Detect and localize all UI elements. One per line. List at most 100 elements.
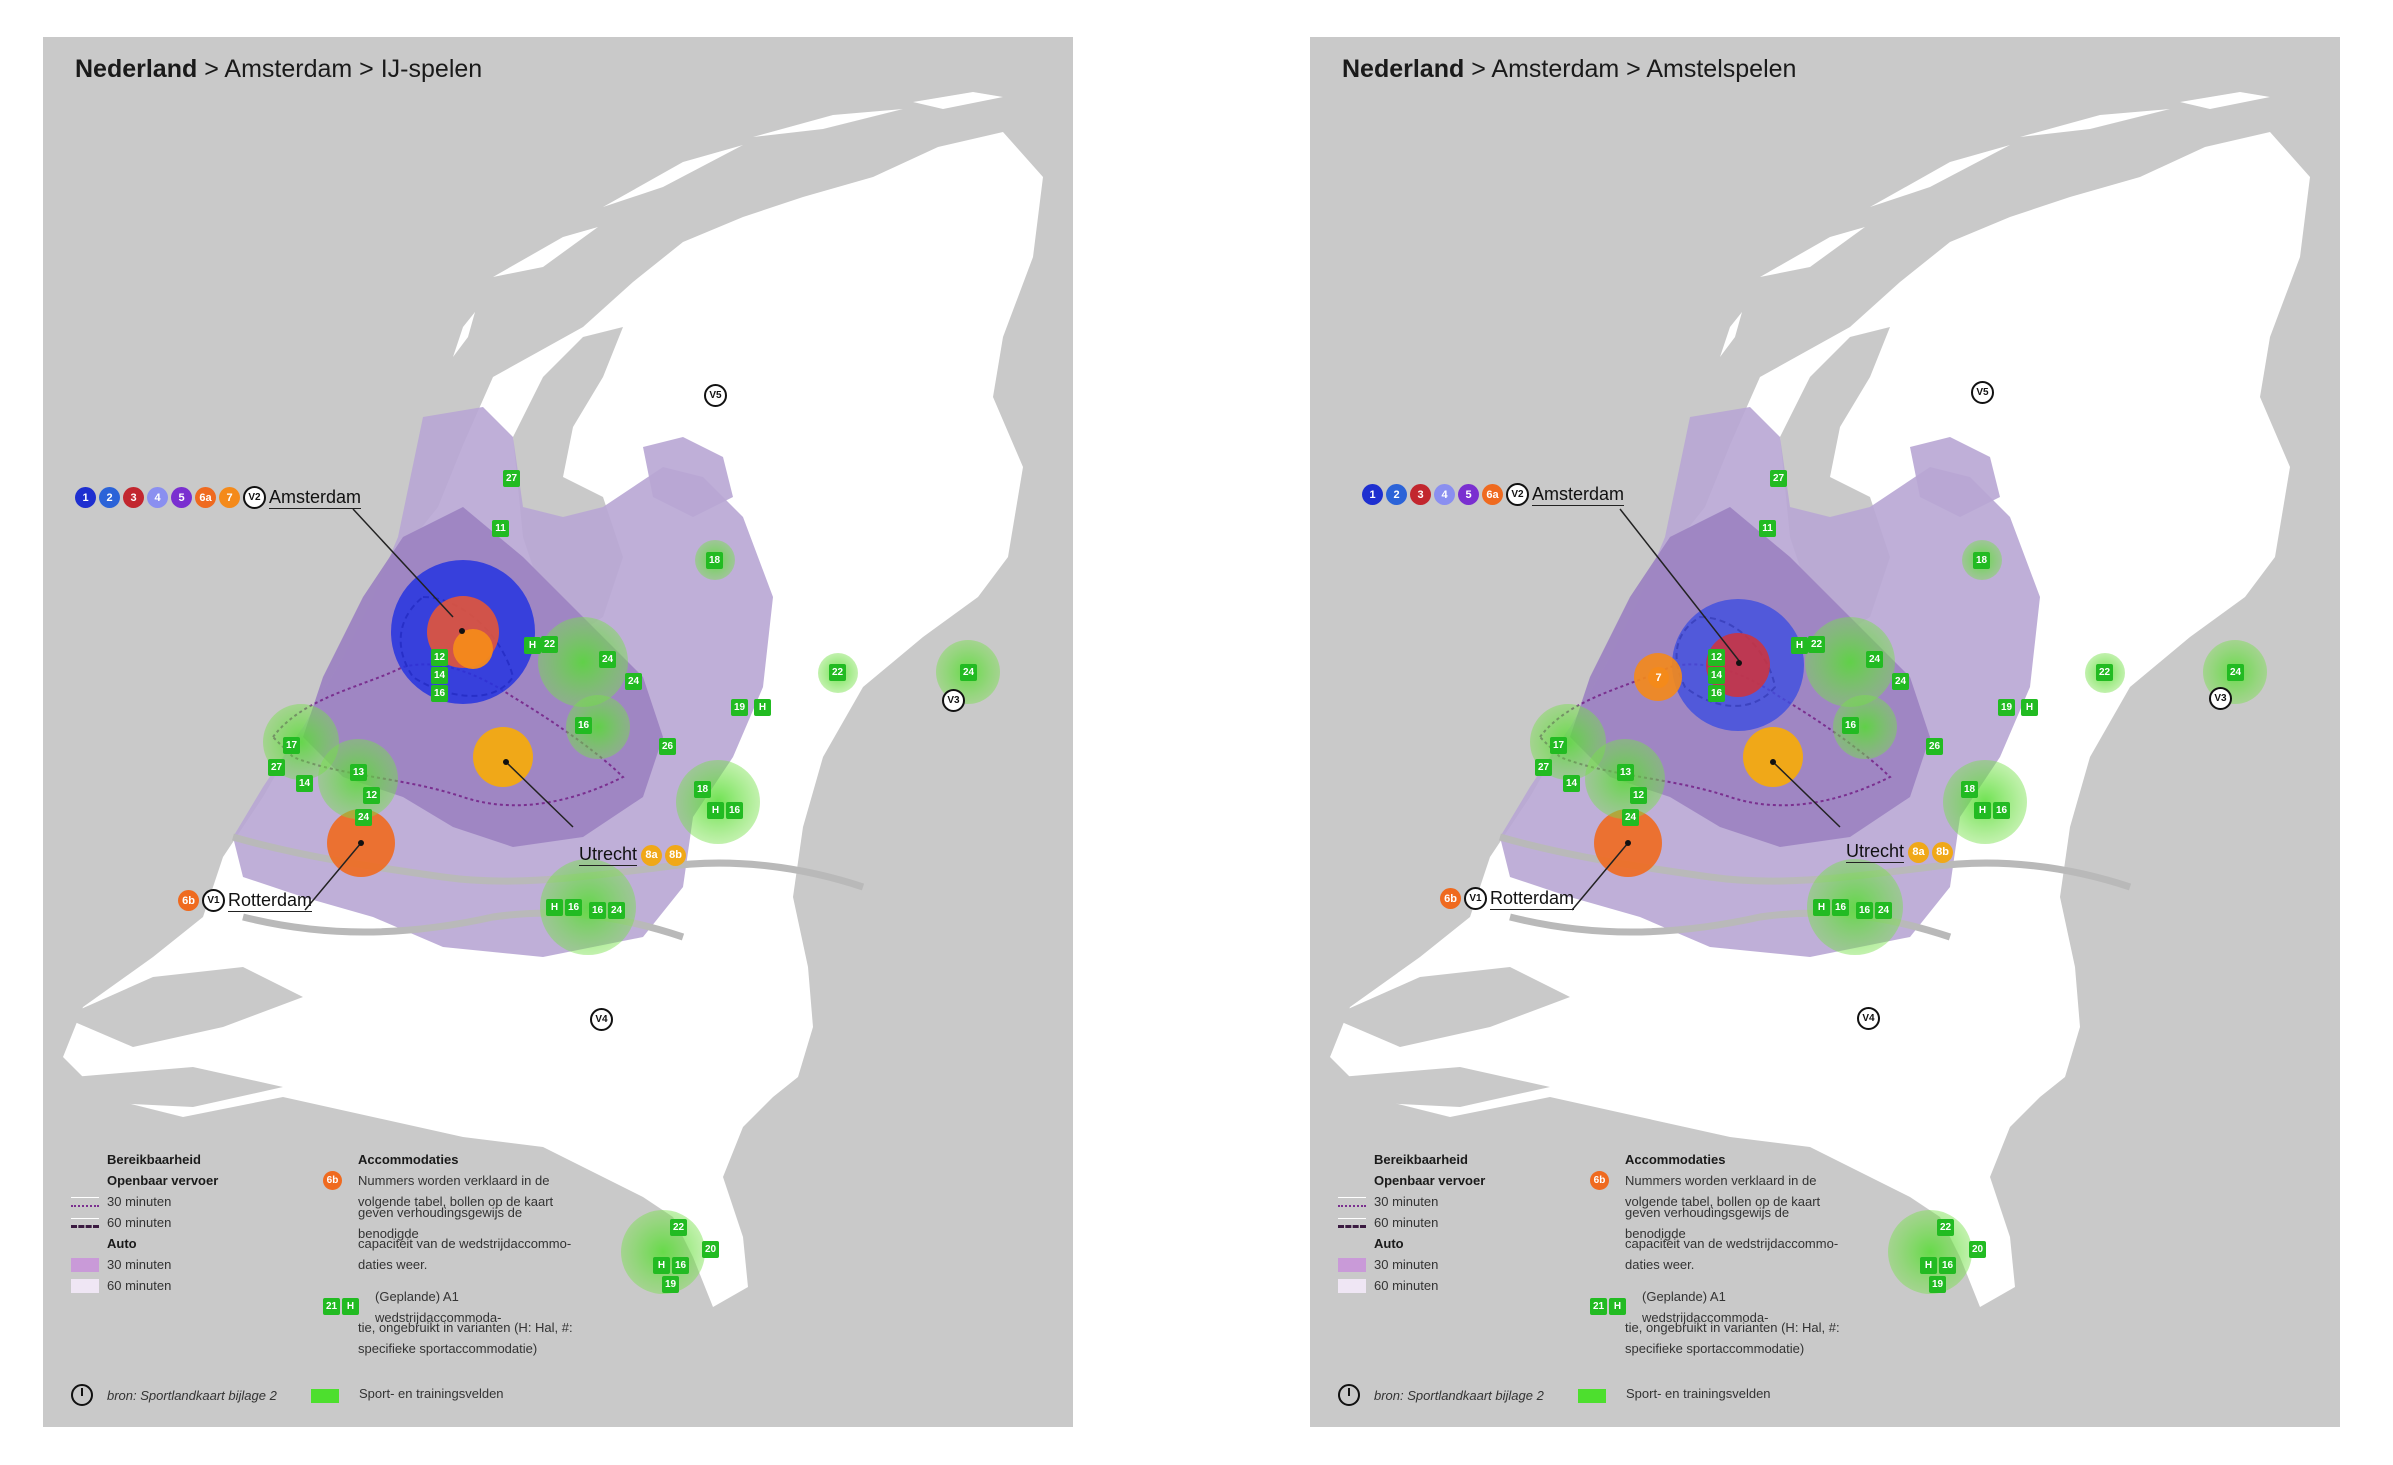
venue-badge: 22: [541, 636, 558, 653]
legend-auto30-label: 30 minuten: [107, 1257, 172, 1272]
venue-badge: 19: [662, 1276, 679, 1293]
venue-badge: 11: [1759, 520, 1776, 537]
venue-badge: 24: [355, 809, 372, 826]
venue-badge: H: [754, 699, 771, 716]
accommodation-dot: 6a: [1482, 484, 1503, 505]
venue-badge: 14: [296, 775, 313, 792]
venue-badge: 12: [1708, 649, 1725, 666]
legend-ov60-label: 60 minuten: [107, 1215, 172, 1230]
legend-acc-text: Nummers worden verklaard in de: [358, 1173, 550, 1188]
wadden-island: [493, 227, 598, 277]
legend-fields: Sport- en trainingsvelden: [359, 1386, 504, 1401]
venue-badge: 20: [1969, 1241, 1986, 1258]
venue-badge: 12: [363, 787, 380, 804]
legend-a1-text: specifieke sportaccommodatie): [1625, 1341, 1805, 1356]
legend-acc-text: capaciteit van de wedstrijdaccommo-: [1625, 1236, 1839, 1251]
marker-rotterdam: 6b V1 Rotterdam: [1440, 887, 1575, 910]
venue-badge: 19: [1998, 699, 2015, 716]
capacity-circle-amsterdam-core: [453, 629, 493, 669]
legend-fields-label: Sport- en trainingsvelden: [359, 1386, 504, 1401]
venue-badge: 24: [608, 902, 625, 919]
reach-60-min: [643, 437, 733, 517]
legend-acc-text: Nummers worden verklaard in de: [1625, 1173, 1817, 1188]
venue-badge: 16: [1993, 802, 2010, 819]
city-label-rotterdam: Rotterdam: [228, 889, 313, 912]
legend-auto60-label: 60 minuten: [107, 1278, 172, 1293]
accommodation-dot: 6a: [195, 487, 216, 508]
venue-halo: [540, 859, 636, 955]
breadcrumb-city: Amsterdam: [1491, 55, 1620, 83]
source-icon: [71, 1384, 93, 1406]
legend-a1-badge: 21: [323, 1298, 340, 1315]
accommodation-dot: 5: [171, 487, 192, 508]
reach-60-min: [1910, 437, 2000, 517]
accommodation-dot: 2: [99, 487, 120, 508]
breadcrumb-separator: >: [204, 55, 219, 83]
v5-label: V5: [1971, 381, 1994, 404]
venue-badge: H: [653, 1257, 670, 1274]
venue-badge: 16: [1856, 902, 1873, 919]
venue-badge: 22: [829, 664, 846, 681]
legend-acc-text: geven verhoudingsgewijs de benodigde: [358, 1204, 523, 1241]
accommodation-dot: 8b: [665, 844, 687, 866]
marker-rotterdam: 6b V1 Rotterdam: [178, 889, 313, 912]
map-panel-ij-spelen: Nederland > Amsterdam > IJ-spelen 1 2 3 …: [43, 37, 1073, 1427]
venue-marker-v4: V4: [1857, 1007, 1880, 1030]
venue-marker-v3: V3: [942, 689, 965, 712]
venue-badge: 22: [1937, 1219, 1954, 1236]
city-label-amsterdam: Amsterdam: [269, 486, 362, 509]
legend-acc-title: Accommodaties: [1625, 1152, 1726, 1167]
legend-auto30-label: 30 minuten: [1374, 1257, 1439, 1272]
accommodation-dot: 3: [1410, 484, 1431, 505]
leader-line: [505, 761, 574, 828]
legend-a1-badge-h: H: [342, 1298, 359, 1315]
legend-ov60-label: 60 minuten: [1374, 1215, 1439, 1230]
venue-badge: 27: [268, 759, 285, 776]
venue-badge: 16: [1832, 899, 1849, 916]
venue-badge: 24: [2227, 664, 2244, 681]
venue-badge: 19: [1929, 1276, 1946, 1293]
breadcrumb-country: Nederland: [75, 55, 198, 83]
capacity-circle-utrecht: [1743, 727, 1803, 787]
venue-badge: H: [707, 802, 724, 819]
wadden-island: [2020, 109, 2170, 137]
venue-badge: 24: [625, 673, 642, 690]
accommodation-dot: 7: [219, 487, 240, 508]
venue-badge: H: [1920, 1257, 1937, 1274]
venue-marker-v2: V2: [243, 486, 266, 509]
venue-badge: H: [1974, 802, 1991, 819]
legend-a1-badge: 21: [1590, 1298, 1607, 1315]
legend-ov30-label: 30 minuten: [107, 1194, 172, 1209]
venue-badge: 16: [1842, 717, 1859, 734]
legend-reach-title: Bereikbaarheid: [107, 1152, 201, 1167]
breadcrumb-separator: >: [359, 55, 374, 83]
legend-fields: Sport- en trainingsvelden: [1626, 1386, 1771, 1401]
legend-acc-text: daties weer.: [358, 1257, 428, 1272]
legend-acc-text: volgende tabel, bollen op de kaart: [358, 1194, 554, 1209]
legend-acc-text: daties weer.: [1625, 1257, 1695, 1272]
accommodation-dot: 1: [75, 487, 96, 508]
legend-accommodations: Accommodaties 6b Nummers worden verklaard…: [323, 1149, 583, 1359]
accommodation-dot: 7: [1648, 667, 1669, 688]
wadden-island: [1870, 145, 2010, 207]
venue-badge: 13: [1617, 764, 1634, 781]
legend-accommodations: Accommodaties 6b Nummers worden verklaard…: [1590, 1149, 1850, 1359]
venue-badge: 16: [431, 685, 448, 702]
legend-acc-title: Accommodaties: [358, 1152, 459, 1167]
legend-auto60-label: 60 minuten: [1374, 1278, 1439, 1293]
legend-acc-dot: 6b: [323, 1171, 342, 1190]
venue-halo: [1805, 617, 1895, 707]
venue-badge: 26: [659, 738, 676, 755]
venue-badge: H: [546, 899, 563, 916]
source-label: bron: Sportlandkaart bijlage 2: [107, 1387, 277, 1403]
accommodation-dot: 8a: [1908, 841, 1930, 863]
legend-reach-title: Bereikbaarheid: [1374, 1152, 1468, 1167]
venue-badge: 22: [1808, 636, 1825, 653]
legend-acc-dot: 6b: [1590, 1171, 1609, 1190]
venue-badge: 24: [960, 664, 977, 681]
venue-badge: 16: [565, 899, 582, 916]
legend-acc-text: capaciteit van de wedstrijdaccommo-: [358, 1236, 572, 1251]
delta-water: [63, 967, 303, 1047]
wadden-island: [603, 145, 743, 207]
legend-ov60-swatch: [1338, 1217, 1366, 1228]
